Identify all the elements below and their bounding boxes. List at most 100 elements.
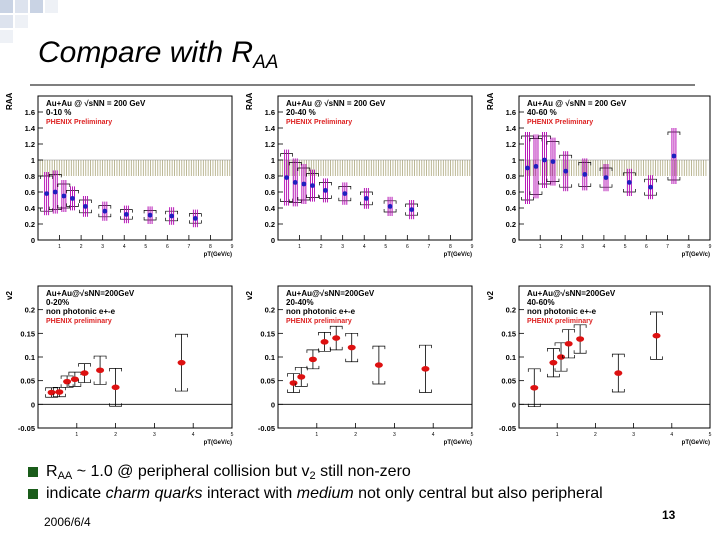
data-point [109, 368, 122, 407]
x-axis-label: pT(GeV/c) [204, 440, 232, 446]
panel-label: 0-20% [46, 298, 69, 307]
data-point [319, 178, 332, 203]
y-tick-label: 1.2 [265, 140, 275, 149]
x-tick-label: 3 [341, 244, 344, 250]
data-point [288, 158, 302, 207]
plot-frame [37, 95, 233, 241]
data-point [521, 132, 534, 204]
x-tick-label: 6 [166, 244, 169, 250]
x-tick-label: 3 [101, 244, 104, 250]
data-point [527, 368, 541, 408]
y-axis-label: RAA [5, 92, 14, 110]
data-point [45, 387, 58, 398]
sys-bracket-top [650, 311, 663, 316]
panel-label: non photonic e+-e [46, 307, 116, 316]
bullet-item: indicate charm quarks interact with medi… [28, 484, 603, 506]
data-point [329, 325, 343, 351]
data-point [280, 149, 293, 206]
data-point [573, 324, 587, 354]
y-axis-label: v2 [486, 291, 495, 300]
x-tick-label: 3 [393, 432, 396, 438]
sys-bracket-bottom [527, 403, 541, 408]
data-marker [44, 191, 50, 196]
y-tick-label: 0.15 [20, 329, 35, 338]
data-point [547, 348, 560, 378]
x-tick-label: 2 [560, 244, 563, 250]
panel-label: 40-60% [527, 298, 555, 307]
data-marker [55, 389, 64, 395]
plot-frame [277, 95, 473, 241]
sys-bracket-top [93, 355, 107, 360]
y-tick-label: 0 [512, 400, 516, 409]
x-tick-label: 4 [670, 432, 673, 438]
y-tick-label: 1.2 [506, 140, 516, 149]
bullet-square-icon [28, 489, 38, 499]
data-point [66, 186, 79, 211]
data-point [40, 172, 53, 216]
x-tick-label: 8 [449, 244, 452, 250]
data-marker [332, 335, 341, 341]
data-point [338, 182, 352, 205]
data-marker [123, 212, 129, 217]
sys-bracket-top [527, 368, 541, 372]
preliminary-label: PHENIX preliminary [527, 318, 593, 325]
sys-bracket-bottom [68, 383, 82, 387]
data-marker [576, 336, 585, 342]
y-tick-label: 0.1 [265, 353, 275, 362]
x-tick-label: 2 [354, 432, 357, 438]
sys-bracket-bottom [52, 393, 66, 398]
x-tick-label: 1 [539, 244, 542, 250]
data-marker [557, 354, 566, 360]
data-marker [177, 359, 186, 366]
data-marker [652, 332, 661, 339]
data-point [360, 188, 373, 209]
sys-bracket-top [329, 325, 343, 330]
panel-label: Au+Au @ √sNN = 200 GeV [46, 99, 146, 108]
y-axis-label: v2 [5, 291, 14, 300]
x-tick-label: 6 [645, 244, 648, 250]
data-point [650, 311, 663, 360]
y-tick-label: 0.2 [25, 220, 35, 229]
data-point [559, 151, 573, 192]
chart-raa-0-10: 0 0.2 0.4 0.6 0.8 1 1.2 1.4 1.6 1 2 3 4 5 6 7 8 9 RAA pT(Ge… [2, 90, 242, 260]
y-tick-label: 0.4 [25, 204, 36, 213]
y-tick-label: 0.8 [265, 172, 275, 181]
y-tick-label: 0.6 [506, 188, 516, 197]
chart-v2-20-40: -0.05 0 0.05 0.1 0.15 0.2 1 2 3 4 5 v2 pT(GeV/c) Au+A… [242, 280, 482, 448]
y-tick-label: 0.05 [260, 377, 275, 386]
y-tick-label: 0.15 [260, 329, 275, 338]
sys-bracket-bottom [611, 389, 625, 393]
data-marker [603, 175, 609, 180]
chart-v2-0-20: -0.05 0 0.05 0.1 0.15 0.2 1 2 3 4 5 v2 pT(GeV/c) Au+A… [2, 280, 242, 448]
x-tick-label: 3 [581, 244, 584, 250]
corner-decoration [0, 0, 58, 43]
y-tick-label: 0.1 [25, 353, 35, 362]
x-tick-label: 4 [192, 432, 195, 438]
data-marker [70, 376, 79, 383]
data-marker [284, 175, 290, 180]
sys-bracket-top [109, 368, 122, 372]
data-marker [169, 213, 175, 219]
data-marker [409, 207, 415, 212]
data-point [405, 200, 418, 220]
data-point [175, 333, 188, 392]
y-axis-label: RAA [245, 92, 254, 110]
sys-bracket-top [52, 386, 66, 391]
data-point [529, 134, 543, 199]
data-marker [374, 362, 383, 368]
data-marker [292, 180, 298, 185]
y-tick-label: -0.05 [258, 424, 275, 433]
x-tick-label: 1 [298, 244, 301, 250]
data-point [383, 196, 397, 216]
y-tick-label: 1.4 [25, 124, 36, 133]
data-marker [533, 164, 539, 169]
x-tick-label: 1 [75, 432, 78, 438]
preliminary-label: PHENIX Preliminary [527, 119, 593, 126]
data-marker [83, 204, 88, 209]
sys-bracket-bottom [109, 403, 122, 407]
data-point [318, 332, 331, 352]
y-tick-label: 0.4 [506, 204, 517, 213]
panel-label: Au+Au@√sNN=200GeV [527, 289, 616, 298]
data-point [372, 345, 386, 385]
panel-label: Au+Au@√sNN=200GeV [286, 289, 375, 298]
